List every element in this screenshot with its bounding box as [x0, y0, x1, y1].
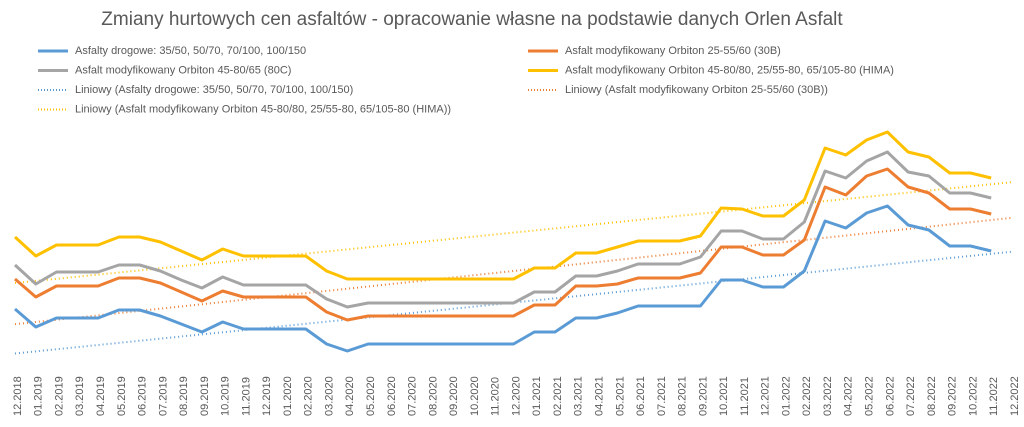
x-tick-label: 01.2021	[531, 376, 543, 416]
x-tick-label: 03.2019	[74, 376, 86, 416]
legend-label: Asfalt modyfikowany Orbiton 45-80/65 (80…	[75, 64, 291, 76]
legend-label: Asfalt modyfikowany Orbiton 25-55/60 (30…	[565, 45, 781, 57]
x-tick-label: 09.2022	[947, 376, 959, 416]
x-tick-label: 11.2019	[240, 377, 252, 416]
x-tick-label: 02.2021	[552, 376, 564, 416]
x-tick-label: 08.2020	[427, 376, 439, 416]
x-tick-label: 05.2019	[116, 376, 128, 416]
series-line	[13, 150, 992, 309]
x-tick-label: 07.2022	[905, 376, 917, 416]
x-tick-label: 01.2022	[780, 376, 792, 416]
x-tick-label: 05.2020	[365, 376, 377, 416]
x-tick-label: 10.2019	[220, 376, 232, 416]
chart-title: Zmiany hurtowych cen asfaltów - opracowa…	[101, 9, 843, 30]
x-tick-label: 02.2019	[53, 376, 65, 416]
legend-label: Asfalty drogowe: 35/50, 50/70, 70/100, 1…	[75, 45, 306, 57]
x-tick-label: 12.2019	[261, 376, 273, 416]
x-tick-label: 12.2022	[1009, 376, 1021, 416]
x-tick-label: 06.2021	[635, 376, 647, 416]
x-tick-label: 12.2020	[510, 376, 522, 416]
x-tick-label: 10.2021	[718, 376, 730, 416]
x-tick-label: 02.2020	[303, 376, 315, 416]
series-line	[14, 167, 992, 322]
x-tick-label: 09.2021	[697, 376, 709, 416]
trend-line	[14, 181, 1013, 285]
x-tick-label: 03.2020	[323, 376, 335, 416]
x-tick-label: 11.2020	[490, 377, 502, 416]
x-tick-label: 07.2020	[407, 376, 419, 416]
x-tick-label: 12.2018	[12, 376, 24, 416]
x-tick-label: 07.2021	[656, 376, 668, 416]
series-line	[14, 204, 992, 353]
x-tick-label: 03.2022	[822, 376, 834, 416]
legend-label: Asfalt modyfikowany Orbiton 45-80/80, 25…	[565, 64, 894, 76]
x-tick-label: 03.2021	[573, 376, 585, 416]
x-tick-label: 04.2020	[344, 376, 356, 416]
x-tick-label: 05.2022	[864, 376, 876, 416]
x-tick-label: 08.2021	[677, 376, 689, 416]
x-tick-label: 07.2019	[157, 376, 169, 416]
x-tick-label: 06.2019	[137, 376, 149, 416]
x-tick-label: 04.2022	[843, 376, 855, 416]
x-tick-label: 11.2022	[988, 377, 1000, 416]
x-tick-label: 01.2020	[282, 376, 294, 416]
x-tick-label: 08.2022	[926, 376, 938, 416]
series-line	[13, 130, 992, 281]
legend-label: Liniowy (Asfalt modyfikowany Orbiton 25-…	[565, 84, 828, 96]
legend-label: Liniowy (Asfalty drogowe: 35/50, 50/70, …	[75, 84, 353, 96]
trend-line	[14, 216, 1013, 326]
x-tick-label: 04.2021	[593, 376, 605, 416]
x-tick-label: 12.2021	[760, 376, 772, 416]
x-tick-label: 09.2020	[448, 376, 460, 416]
x-tick-label: 10.2022	[967, 376, 979, 416]
x-tick-label: 02.2022	[801, 376, 813, 416]
x-tick-label: 05.2021	[614, 376, 626, 416]
x-tick-label: 06.2020	[386, 376, 398, 416]
x-tick-label: 10.2020	[469, 376, 481, 416]
x-tick-label: 04.2019	[95, 376, 107, 416]
x-tick-label: 01.2019	[33, 376, 45, 416]
x-tick-label: 06.2022	[884, 376, 896, 416]
legend-label: Liniowy (Asfalt modyfikowany Orbiton 45-…	[75, 103, 451, 115]
x-tick-label: 11.2021	[739, 377, 751, 416]
x-tick-label: 08.2019	[178, 376, 190, 416]
x-tick-label: 09.2019	[199, 376, 211, 416]
